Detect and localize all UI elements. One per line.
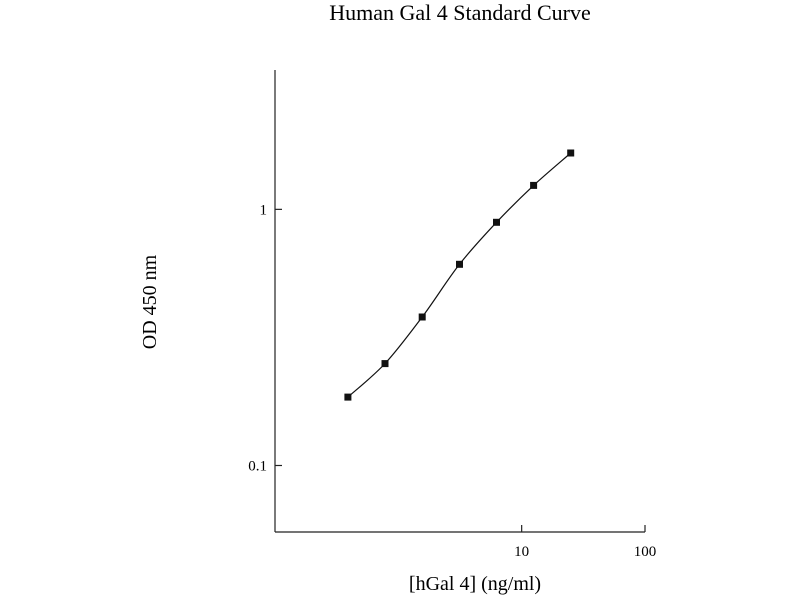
series-line bbox=[347, 152, 572, 398]
data-point bbox=[418, 313, 426, 321]
data-point bbox=[381, 360, 389, 368]
x-tick-label: 10 bbox=[514, 544, 529, 560]
data-point bbox=[530, 181, 538, 189]
x-ticks: 10 100 bbox=[514, 525, 656, 560]
data-point bbox=[344, 393, 352, 401]
y-axis-label: OD 450 nm bbox=[139, 254, 161, 349]
data-point bbox=[493, 218, 500, 226]
chart-title: Human Gal 4 Standard Curve bbox=[329, 0, 591, 25]
y-tick-label: 0.1 bbox=[248, 458, 267, 474]
data-points bbox=[344, 149, 575, 401]
y-tick-label: 1 bbox=[260, 202, 268, 218]
x-axis-label: [hGal 4] (ng/ml) bbox=[409, 573, 541, 595]
data-point bbox=[567, 149, 575, 157]
data-point bbox=[456, 260, 463, 268]
y-ticks: 0.11 bbox=[248, 202, 282, 474]
x-tick-label: 100 bbox=[634, 544, 657, 560]
